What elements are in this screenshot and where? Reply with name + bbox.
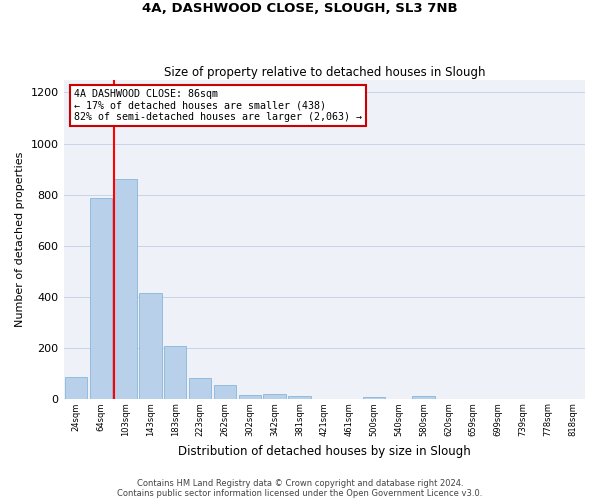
Text: Contains public sector information licensed under the Open Government Licence v3: Contains public sector information licen… [118, 488, 482, 498]
X-axis label: Distribution of detached houses by size in Slough: Distribution of detached houses by size … [178, 444, 470, 458]
Bar [65, 377, 87, 400]
Y-axis label: Number of detached properties: Number of detached properties [15, 152, 25, 327]
Bar [288, 396, 311, 400]
Bar [239, 395, 261, 400]
Bar [189, 378, 211, 400]
Bar [412, 396, 435, 400]
Text: Contains HM Land Registry data © Crown copyright and database right 2024.: Contains HM Land Registry data © Crown c… [137, 478, 463, 488]
Bar [89, 198, 112, 400]
Bar [263, 394, 286, 400]
Text: 4A DASHWOOD CLOSE: 86sqm
← 17% of detached houses are smaller (438)
82% of semi-: 4A DASHWOOD CLOSE: 86sqm ← 17% of detach… [74, 90, 362, 122]
Text: 4A, DASHWOOD CLOSE, SLOUGH, SL3 7NB: 4A, DASHWOOD CLOSE, SLOUGH, SL3 7NB [142, 2, 458, 16]
Bar [139, 293, 161, 400]
Title: Size of property relative to detached houses in Slough: Size of property relative to detached ho… [164, 66, 485, 78]
Bar [363, 398, 385, 400]
Bar [214, 386, 236, 400]
Bar [164, 346, 187, 400]
Bar [115, 180, 137, 400]
